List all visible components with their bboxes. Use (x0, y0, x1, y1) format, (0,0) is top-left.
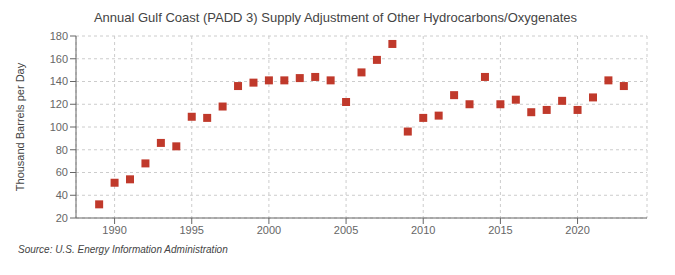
svg-text:2010: 2010 (411, 224, 435, 236)
svg-text:2020: 2020 (565, 224, 589, 236)
svg-text:40: 40 (56, 189, 68, 201)
svg-text:Thousand Barrels per Day: Thousand Barrels per Day (14, 62, 26, 191)
svg-text:20: 20 (56, 212, 68, 224)
svg-text:1995: 1995 (180, 224, 204, 236)
svg-text:180: 180 (50, 30, 68, 42)
svg-text:140: 140 (50, 75, 68, 87)
svg-text:2015: 2015 (488, 224, 512, 236)
svg-text:80: 80 (56, 144, 68, 156)
svg-text:2005: 2005 (334, 224, 358, 236)
svg-text:60: 60 (56, 166, 68, 178)
svg-text:160: 160 (50, 53, 68, 65)
svg-text:120: 120 (50, 98, 68, 110)
svg-text:2000: 2000 (257, 224, 281, 236)
html-text:Annual Gulf Coast (PADD 3) Sup: Annual Gulf Coast (PADD 3) Supply Adjust… (93, 10, 578, 25)
svg-text:100: 100 (50, 121, 68, 133)
svg-text:1990: 1990 (102, 224, 126, 236)
html-text:Source: U.S. Energy Informatio: Source: U.S. Energy Information Administ… (18, 244, 228, 255)
